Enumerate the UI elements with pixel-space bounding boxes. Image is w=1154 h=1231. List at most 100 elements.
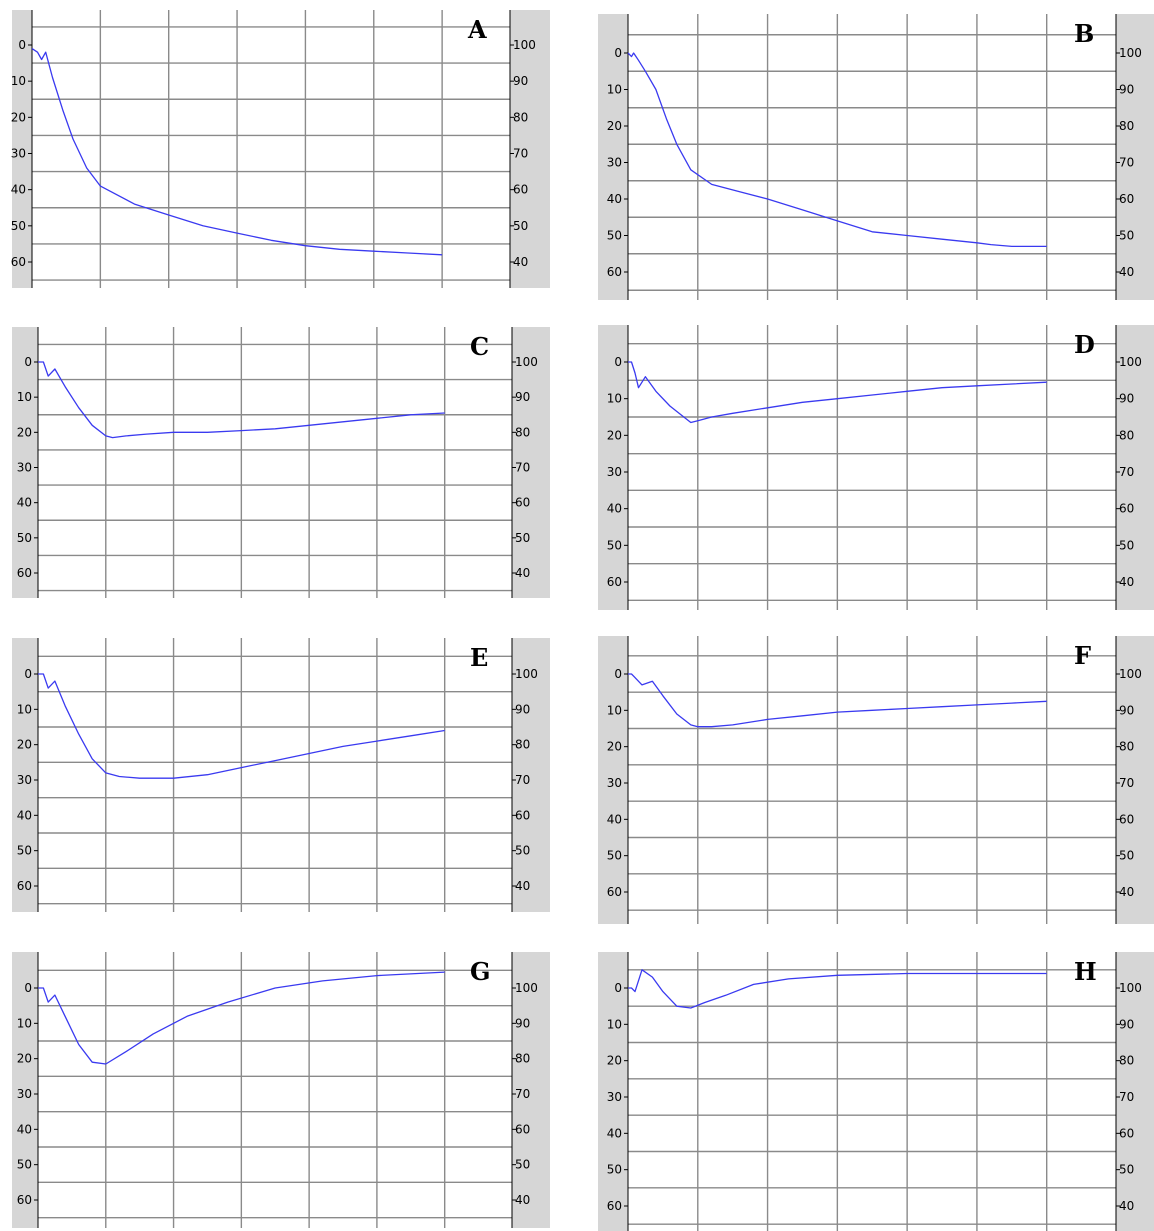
left-tick-label: 20 [17,1052,32,1066]
grid [628,14,1116,300]
right-tick-label: 60 [1119,1126,1134,1140]
left-tick-label: 20 [17,738,32,752]
left-tick-label: 40 [17,496,32,510]
left-tick-label: 40 [11,183,26,197]
series-line [628,673,1047,728]
panel-letter: E [470,643,488,672]
left-tick-label: 40 [607,812,622,826]
left-tick-label: 60 [11,255,26,269]
left-axis-band [12,952,38,1228]
left-tick-label: 30 [607,465,622,479]
grid [628,952,1116,1231]
left-axis-band [598,952,628,1231]
left-tick-label: 10 [17,390,32,404]
right-tick-label: 80 [1119,740,1134,754]
right-tick-label: 50 [1119,229,1134,243]
right-tick-label: 100 [1119,981,1142,995]
right-tick-label: 100 [1119,355,1142,369]
right-tick-label: 90 [1119,703,1134,717]
right-tick-label: 90 [515,702,530,716]
left-tick-label: 0 [614,355,622,369]
right-tick-label: 70 [515,461,530,475]
right-axis-band [512,327,550,598]
left-tick-label: 10 [607,392,622,406]
right-axis-band [512,638,550,912]
left-tick-label: 60 [607,575,622,589]
panel-letter: F [1074,641,1091,670]
right-tick-label: 40 [1119,1199,1134,1213]
left-tick-label: 30 [607,776,622,790]
plot-area [38,327,512,598]
right-tick-label: 40 [515,566,530,580]
left-tick-label: 40 [17,1122,32,1136]
right-axis-band [1116,325,1154,610]
right-tick-label: 80 [515,1052,530,1066]
left-tick-label: 60 [607,885,622,899]
right-tick-label: 70 [1119,1090,1134,1104]
plot-area [628,952,1116,1231]
right-tick-label: 40 [1119,575,1134,589]
right-tick-label: 50 [1119,538,1134,552]
left-tick-label: 50 [607,849,622,863]
left-tick-label: 20 [17,425,32,439]
right-tick-label: 90 [1119,1017,1134,1031]
right-tick-label: 70 [1119,465,1134,479]
left-tick-label: 20 [607,428,622,442]
left-tick-label: 60 [17,566,32,580]
left-tick-label: 0 [614,667,622,681]
left-tick-label: 20 [11,110,26,124]
right-tick-label: 100 [1119,667,1142,681]
left-axis-band [598,636,628,924]
right-tick-label: 70 [1119,776,1134,790]
left-tick-label: 60 [17,1193,32,1207]
right-tick-label: 50 [1119,1163,1134,1177]
left-tick-label: 50 [607,538,622,552]
plot-area [628,636,1116,924]
right-tick-label: 60 [515,1122,530,1136]
left-axis-band [12,327,38,598]
right-tick-label: 80 [1119,1054,1134,1068]
right-tick-label: 80 [1119,119,1134,133]
right-axis-band [1116,952,1154,1231]
left-tick-label: 60 [607,1199,622,1213]
panel-letter: D [1074,330,1095,359]
panel-b: 0 10 20 30 40 50 60 100 90 80 70 60 50 40 B [598,14,1154,300]
right-tick-label: 80 [1119,428,1134,442]
left-tick-label: 0 [24,981,32,995]
panel-d: 0 10 20 30 40 50 60 100 90 80 70 60 50 40 D [598,325,1154,610]
right-tick-label: 40 [515,879,530,893]
right-tick-label: 70 [515,1087,530,1101]
plot-area [628,14,1116,300]
panel-letter: C [470,332,489,361]
panel-h: 0 10 20 30 40 50 60 100 90 80 70 60 50 40 H [598,952,1154,1231]
right-tick-label: 60 [515,496,530,510]
right-tick-label: 90 [515,390,530,404]
grid [628,325,1116,610]
series-line [628,969,1047,1009]
right-tick-label: 50 [515,531,530,545]
panel-e: 0 10 20 30 40 50 60 100 90 80 70 60 50 40 E [12,638,550,912]
left-tick-label: 30 [17,773,32,787]
plot-area [38,638,512,912]
right-axis-band [512,952,550,1228]
left-axis-band [598,325,628,610]
left-axis-band [12,10,32,288]
right-tick-label: 50 [513,219,528,233]
grid [628,636,1116,924]
left-tick-label: 0 [614,981,622,995]
right-tick-label: 90 [513,74,528,88]
left-tick-label: 30 [607,1090,622,1104]
left-tick-label: 40 [607,502,622,516]
right-tick-label: 60 [1119,192,1134,206]
right-tick-label: 90 [1119,83,1134,97]
panel-a: 0 10 20 30 40 50 60 100 90 80 70 60 50 40 A [11,10,550,288]
left-tick-label: 30 [17,461,32,475]
right-axis-band [510,10,550,288]
left-tick-label: 50 [17,531,32,545]
right-tick-label: 80 [513,110,528,124]
right-tick-label: 70 [513,147,528,161]
right-tick-label: 70 [1119,156,1134,170]
left-tick-label: 40 [607,1126,622,1140]
panel-letter: A [467,15,487,44]
